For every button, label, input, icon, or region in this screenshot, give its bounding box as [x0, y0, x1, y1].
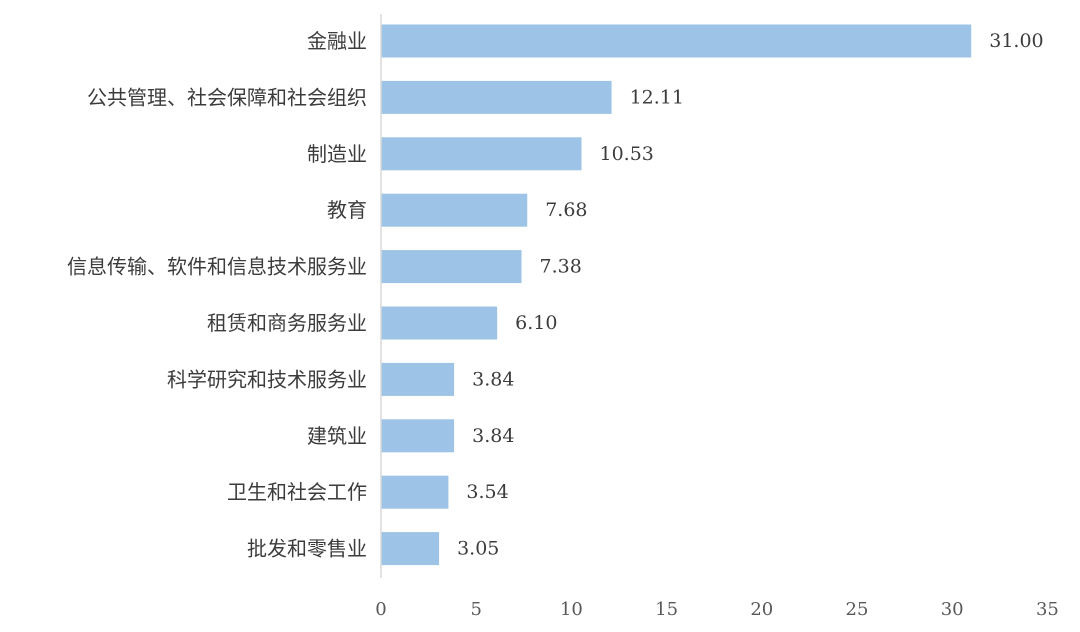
data-label: 7.38: [540, 256, 582, 278]
category-label: 批发和零售业: [247, 537, 367, 561]
bar: [381, 475, 449, 509]
bar: [381, 193, 528, 227]
x-tick-label: 0: [375, 599, 386, 620]
category-label: 卫生和社会工作: [227, 480, 367, 504]
category-label: 科学研究和技术服务业: [167, 367, 367, 391]
category-label: 建筑业: [307, 424, 367, 448]
data-label: 6.10: [515, 312, 557, 334]
data-label: 3.54: [466, 481, 508, 503]
x-tick-label: 20: [750, 599, 773, 620]
bar: [381, 80, 612, 114]
bar: [381, 250, 522, 284]
data-label: 12.11: [630, 86, 684, 108]
bar: [381, 137, 582, 171]
category-label: 信息传输、软件和信息技术服务业: [67, 255, 367, 279]
category-label: 公共管理、社会保障和社会组织: [87, 85, 367, 109]
bar: [381, 419, 455, 453]
bar: [381, 24, 972, 58]
bars-group: [381, 24, 972, 566]
data-label: 31.00: [989, 30, 1043, 52]
data-label: 3.84: [472, 368, 514, 390]
bar: [381, 362, 455, 396]
bar: [381, 532, 440, 566]
category-labels-group: 金融业公共管理、社会保障和社会组织制造业教育信息传输、软件和信息技术服务业租赁和…: [67, 29, 367, 561]
category-label: 制造业: [307, 142, 367, 166]
x-tick-label: 35: [1036, 599, 1059, 620]
x-tick-label: 25: [846, 599, 869, 620]
category-label: 金融业: [307, 29, 367, 53]
data-labels-group: 31.00 12.11 10.53 7.68 7.38 6.10 3.84 3.84 3.54 3…: [457, 30, 1044, 560]
x-tick-label: 5: [470, 599, 481, 620]
category-label: 教育: [327, 198, 367, 222]
data-label: 3.84: [472, 425, 514, 447]
x-tick-label: 15: [655, 599, 678, 620]
x-tick-label: 30: [941, 599, 964, 620]
category-label: 租赁和商务服务业: [207, 311, 367, 335]
data-label: 10.53: [599, 143, 653, 165]
bar: [381, 306, 498, 340]
x-tick-label: 10: [560, 599, 583, 620]
data-label: 7.68: [545, 199, 587, 221]
x-tick-labels-group: 0 5 10 15 20 25 30 35: [375, 599, 1059, 620]
data-label: 3.05: [457, 538, 499, 560]
